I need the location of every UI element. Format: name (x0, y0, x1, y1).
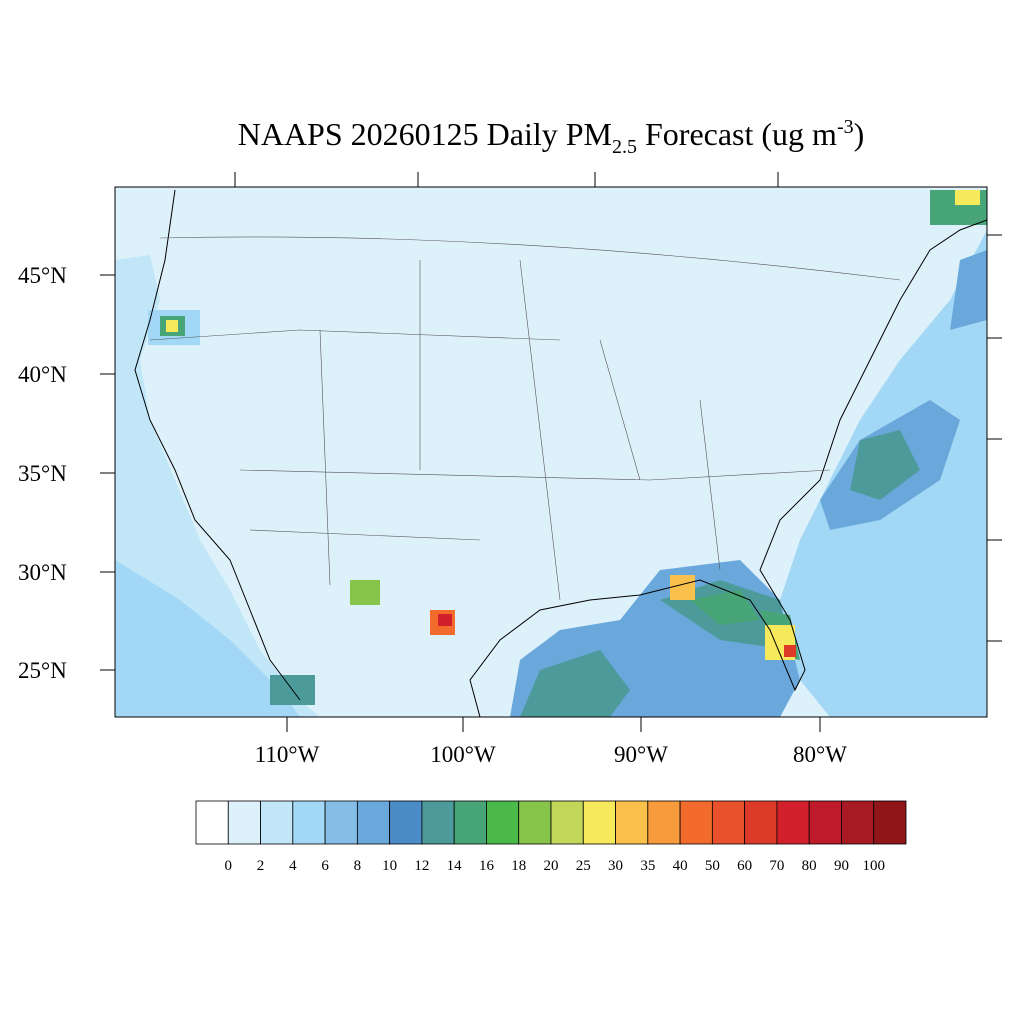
colorbar-label: 18 (511, 858, 526, 874)
colorbar-box (647, 800, 681, 845)
colorbar-box (808, 800, 842, 845)
title: NAAPS 20260125 Daily PM2.5 Forecast (ug … (238, 116, 865, 158)
colorbar-box (582, 800, 616, 845)
lat-label: 45°N (18, 263, 67, 288)
title-main: NAAPS 20260125 Daily PM (238, 116, 612, 152)
lat-label: 25°N (18, 658, 67, 683)
colorbar-box (776, 800, 810, 845)
axis-labels: 45°N 40°N 35°N 30°N 25°N 110°W 100°W 90°W 80°W (18, 263, 847, 767)
colorbar-label: 14 (447, 858, 463, 874)
atlantic-field (850, 430, 920, 500)
colorbar: 0 2 4 6 8 10 12 14 16 18 20 25 30 35 40 50 60 70 80 90 100 (195, 800, 907, 874)
colorbar-box (453, 800, 487, 845)
lat-label: 35°N (18, 461, 67, 486)
smoke-patch (955, 190, 980, 205)
colorbar-label: 80 (802, 858, 817, 874)
colorbar-label: 4 (289, 858, 297, 874)
colorbar-box (615, 800, 649, 845)
colorbar-box (873, 800, 907, 845)
smoke-patch (784, 645, 796, 657)
colorbar-label: 8 (354, 858, 362, 874)
colorbar-box (195, 800, 229, 845)
colorbar-label: 70 (769, 858, 784, 874)
colorbar-label: 60 (737, 858, 752, 874)
pacific-field (115, 560, 300, 717)
colorbar-box (292, 800, 326, 845)
lat-label: 30°N (18, 560, 67, 585)
colorbar-box (744, 800, 778, 845)
title-rest: Forecast (ug m (637, 116, 837, 152)
title-superscript: -3 (837, 116, 854, 138)
plot-frame (114, 186, 988, 718)
colorbar-label: 20 (544, 858, 559, 874)
colorbar-box (324, 800, 358, 845)
colorbar-box (518, 800, 552, 845)
smoke-patch (670, 575, 695, 600)
colorbar-label: 12 (414, 858, 429, 874)
lon-label: 90°W (614, 742, 668, 767)
colorbar-label: 100 (862, 858, 885, 874)
colorbar-box (486, 800, 520, 845)
smoke-patch (350, 580, 380, 605)
colorbar-label: 25 (576, 858, 591, 874)
colorbar-box (711, 800, 746, 845)
colorbar-box (841, 800, 875, 845)
colorbar-box (679, 800, 713, 845)
map-field (115, 187, 987, 717)
colorbar-label: 50 (705, 858, 720, 874)
lat-label: 40°N (18, 362, 67, 387)
colorbar-label: 40 (673, 858, 688, 874)
colorbar-label: 6 (321, 858, 329, 874)
lon-label: 110°W (255, 742, 320, 767)
colorbar-label: 35 (640, 858, 655, 874)
frame-ticks (100, 172, 1002, 732)
coastline (134, 189, 987, 717)
lon-label: 80°W (793, 742, 847, 767)
colorbar-box (550, 800, 584, 845)
title-close: ) (854, 116, 865, 152)
colorbar-label: 2 (257, 858, 265, 874)
colorbar-label: 10 (382, 858, 397, 874)
colorbar-label: 0 (225, 858, 233, 874)
colorbar-label: 30 (608, 858, 623, 874)
lon-label: 100°W (430, 742, 496, 767)
colorbar-label: 16 (479, 858, 495, 874)
title-subscript: 2.5 (612, 136, 637, 158)
smoke-patch (166, 320, 178, 332)
colorbar-box (227, 800, 261, 845)
colorbar-box (389, 800, 423, 845)
colorbar-box (356, 800, 391, 845)
colorbar-box (260, 800, 294, 845)
colorbar-box (421, 800, 455, 845)
colorbar-label: 90 (834, 858, 849, 874)
smoke-patch (438, 614, 452, 626)
state-borders (149, 236, 901, 601)
